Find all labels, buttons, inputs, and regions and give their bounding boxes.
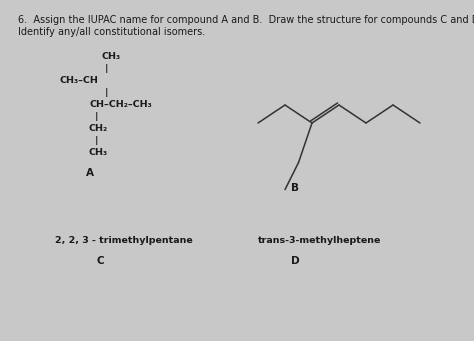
Text: CH₃–CH: CH₃–CH: [60, 76, 99, 85]
Text: 2, 2, 3 - trimethylpentane: 2, 2, 3 - trimethylpentane: [55, 236, 193, 245]
Text: |: |: [95, 136, 99, 145]
Text: B: B: [291, 183, 299, 193]
Text: |: |: [105, 64, 109, 73]
Text: C: C: [96, 256, 104, 266]
Text: trans-3-methylheptene: trans-3-methylheptene: [258, 236, 382, 245]
Text: CH₃: CH₃: [102, 52, 121, 61]
Text: 6.  Assign the IUPAC name for compound A and B.  Draw the structure for compound: 6. Assign the IUPAC name for compound A …: [18, 15, 474, 25]
Text: D: D: [291, 256, 299, 266]
Text: CH₂: CH₂: [89, 124, 108, 133]
Text: A: A: [86, 168, 94, 178]
Text: |: |: [105, 88, 109, 97]
Text: Identify any/all constitutional isomers.: Identify any/all constitutional isomers.: [18, 27, 205, 37]
Text: CH–CH₂–CH₃: CH–CH₂–CH₃: [90, 100, 153, 109]
Text: |: |: [95, 112, 99, 121]
Text: CH₃: CH₃: [89, 148, 108, 157]
